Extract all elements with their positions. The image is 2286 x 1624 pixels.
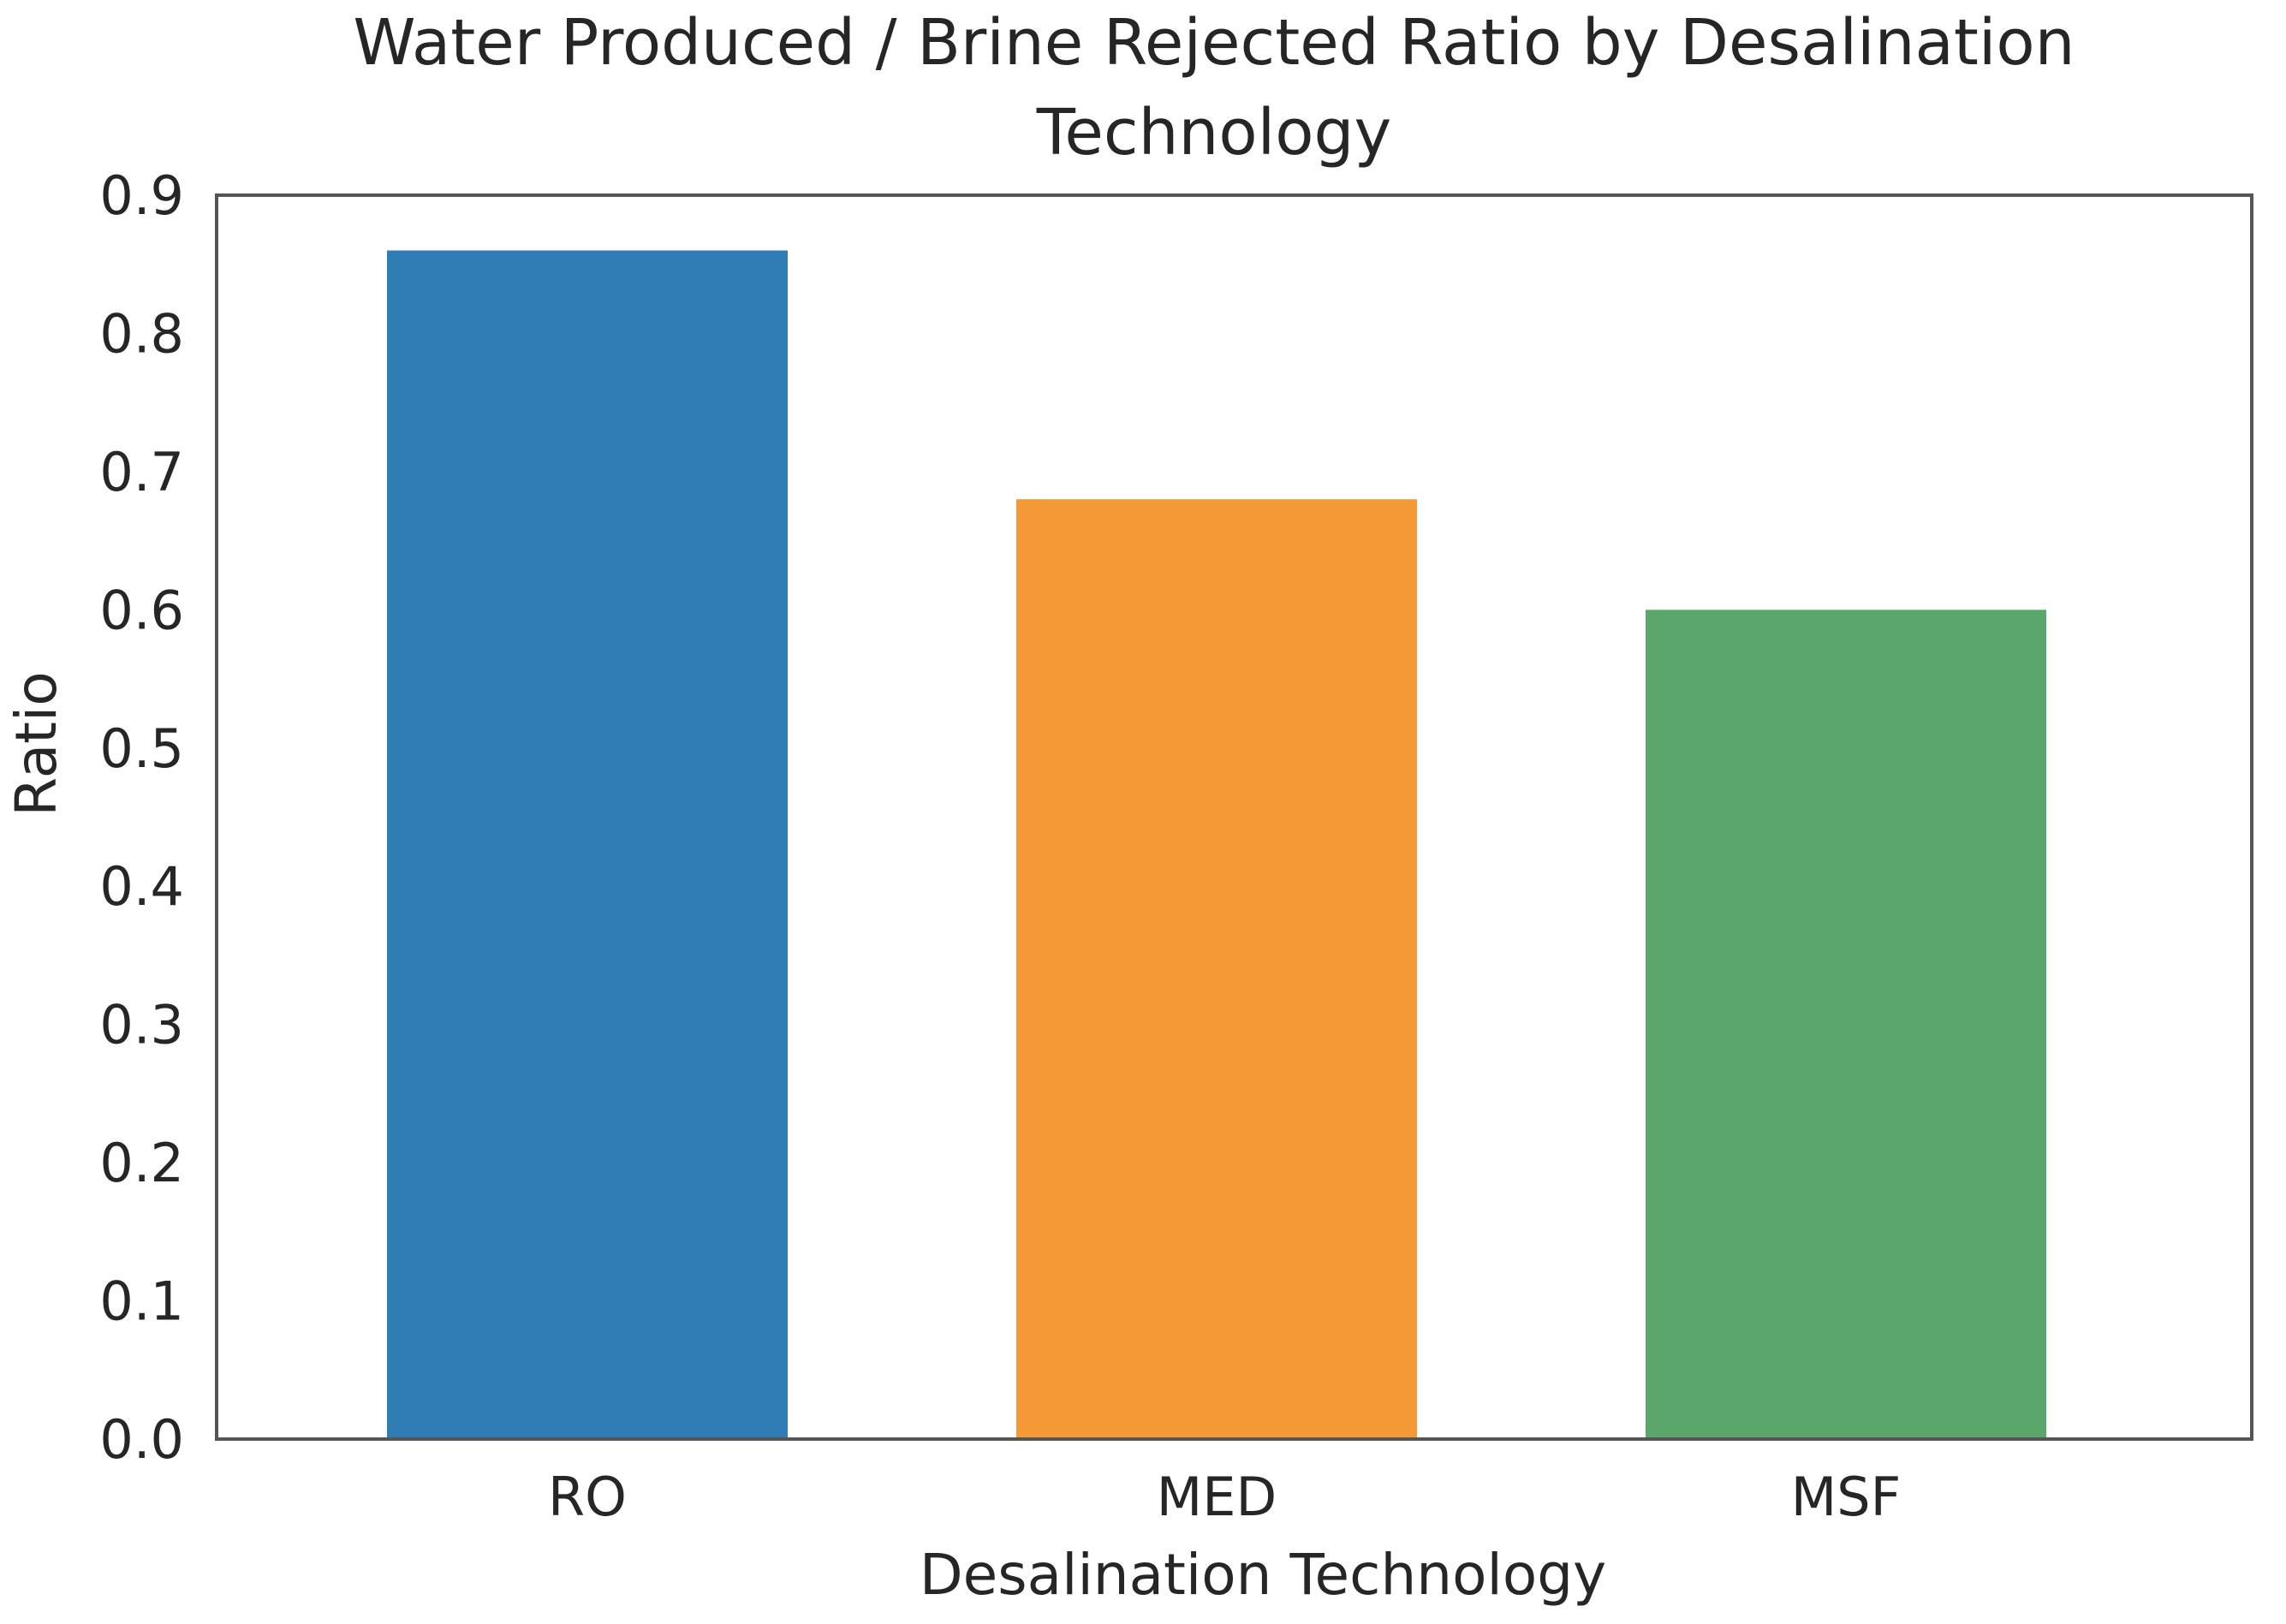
chart-title-line-2: Technology (1036, 96, 1392, 170)
x-tick-label: MSF (1791, 1466, 1902, 1528)
bar-med (1016, 499, 1417, 1440)
x-axis-ticks: RO MED MSF (548, 1466, 1901, 1528)
chart-title-line-1: Water Produced / Brine Rejected Ratio by… (353, 6, 2075, 80)
y-tick-label: 0.8 (99, 302, 184, 365)
y-tick-label: 0.5 (99, 717, 184, 780)
y-tick-label: 0.4 (99, 855, 184, 918)
y-tick-label: 0.9 (99, 164, 184, 227)
bar-msf (1646, 610, 2046, 1439)
y-tick-label: 0.3 (99, 994, 184, 1056)
y-tick-label: 0.0 (99, 1408, 184, 1471)
y-tick-label: 0.6 (99, 579, 184, 641)
y-tick-label: 0.1 (99, 1270, 184, 1333)
y-axis-ticks: 0.0 0.1 0.2 0.3 0.4 0.5 0.6 0.7 0.8 0.9 (99, 164, 184, 1471)
y-tick-label: 0.7 (99, 441, 184, 503)
x-tick-label: RO (548, 1466, 627, 1528)
y-axis-label: Ratio (3, 671, 69, 816)
x-tick-label: MED (1157, 1466, 1277, 1528)
x-axis-label: Desalination Technology (920, 1542, 1606, 1608)
y-tick-label: 0.2 (99, 1132, 184, 1194)
bars (387, 250, 2046, 1440)
bar-ro (387, 250, 788, 1440)
plot-frame (215, 193, 2253, 1441)
